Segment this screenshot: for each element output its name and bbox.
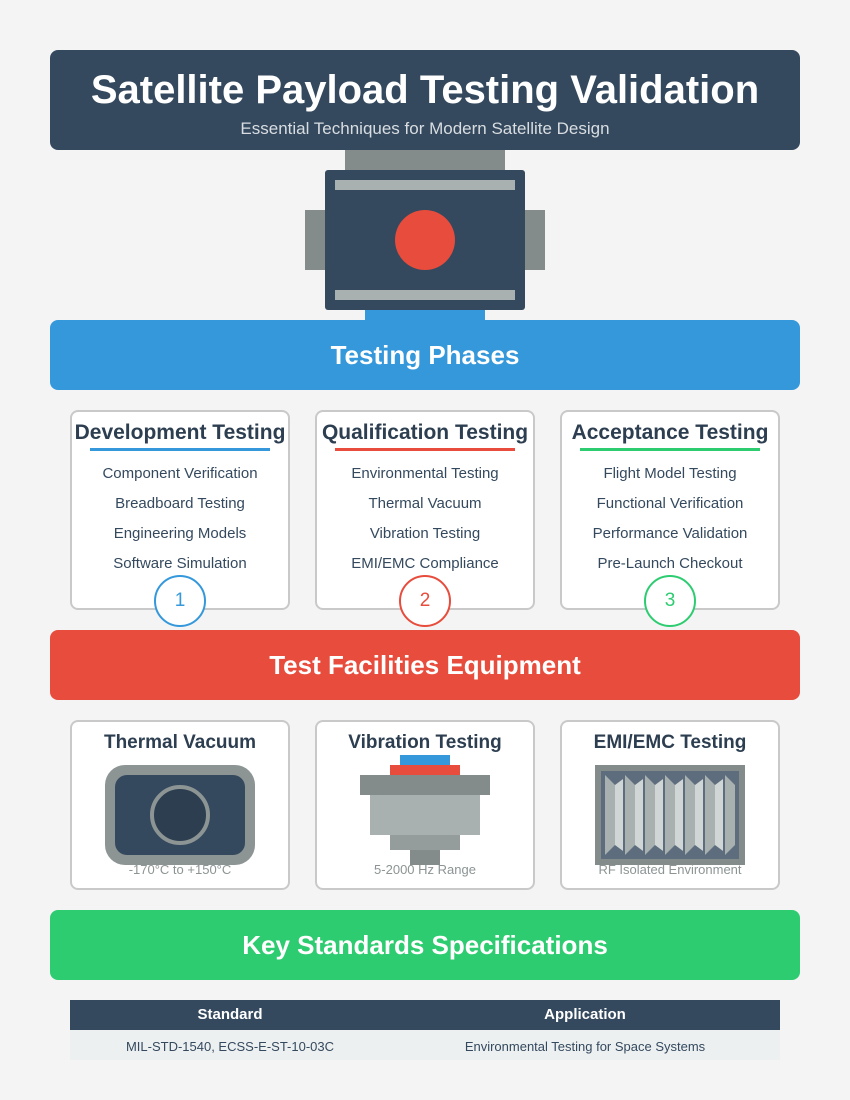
list-item: Component Verification (102, 465, 258, 482)
facility-title-emi-emc: EMI/EMC Testing (593, 732, 747, 753)
list-item: Performance Validation (592, 525, 748, 542)
satellite-top-bar (335, 180, 515, 190)
list-item: Breadboard Testing (115, 495, 245, 512)
facility-note-vibration: 5-2000 Hz Range (374, 862, 476, 877)
phase-number-badge: 3 (644, 575, 696, 627)
facility-note-emi-emc: RF Isolated Environment (598, 862, 742, 877)
header-banner (50, 50, 800, 150)
key-standards-banner (50, 910, 800, 980)
phase-number-badge: 1 (154, 575, 206, 627)
table-header-standard: Standard (70, 1000, 390, 1030)
key-standards-heading: Key Standards Specifications (242, 930, 608, 960)
phase-title-qualification: Qualification Testing (321, 421, 529, 444)
list-item: Pre-Launch Checkout (597, 555, 743, 572)
phase-title-acceptance: Acceptance Testing (571, 421, 769, 444)
list-item: Vibration Testing (369, 525, 481, 542)
phase-underline-acceptance (580, 448, 760, 451)
facility-title-thermal-vacuum: Thermal Vacuum (103, 732, 257, 753)
test-facilities-heading: Test Facilities Equipment (269, 650, 581, 680)
vibration-shaker-icon (360, 755, 490, 865)
page-title: Satellite Payload Testing Validation (90, 68, 760, 112)
list-item: Environmental Testing (351, 465, 499, 482)
phase-underline-qualification (335, 448, 515, 451)
satellite-right-panel (525, 210, 545, 270)
satellite-bottom-bar (335, 290, 515, 300)
thermal-vacuum-chamber-icon (105, 765, 255, 865)
facility-note-thermal-vacuum: -170°C to +150°C (128, 862, 232, 877)
anechoic-chamber-icon (595, 765, 745, 865)
phase-title-development: Development Testing (74, 421, 286, 444)
satellite-sensor-lens (395, 210, 455, 270)
facility-title-vibration: Vibration Testing (348, 732, 502, 753)
phase-underline-development (90, 448, 270, 451)
list-item: EMI/EMC Compliance (351, 555, 499, 572)
page-subtitle: Essential Techniques for Modern Satellit… (240, 119, 610, 138)
testing-phases-banner (50, 320, 800, 390)
satellite-left-panel (305, 210, 325, 270)
satellite-base (365, 310, 485, 322)
list-item: Software Simulation (113, 555, 247, 572)
testing-phases-heading: Testing Phases (330, 340, 520, 370)
phase-number-badge: 2 (399, 575, 451, 627)
list-item: Thermal Vacuum (368, 495, 482, 512)
table-cell-application: Environmental Testing for Space Systems (390, 1030, 780, 1060)
list-item: Functional Verification (596, 495, 744, 512)
table-header-application: Application (390, 1000, 780, 1030)
list-item: Flight Model Testing (603, 465, 737, 482)
table-cell-standard: MIL-STD-1540, ECSS-E-ST-10-03C (70, 1030, 390, 1060)
test-facilities-banner (50, 630, 800, 700)
satellite-antenna-mount (345, 150, 505, 170)
list-item: Engineering Models (113, 525, 247, 542)
